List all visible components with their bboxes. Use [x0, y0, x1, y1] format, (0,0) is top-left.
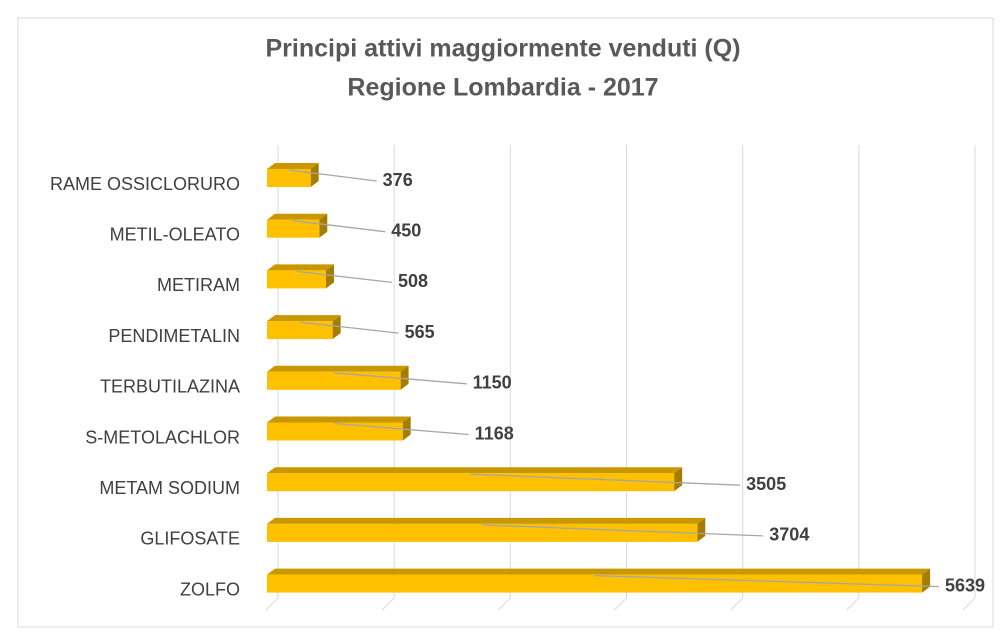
- bar-side: [326, 264, 335, 289]
- data-label: 565: [405, 322, 435, 342]
- data-label: 376: [383, 170, 413, 190]
- y-tick-label: S-METOLACHLOR: [85, 427, 240, 447]
- y-tick-label: METIL-OLEATO: [110, 224, 240, 244]
- grid-floor: [846, 597, 860, 611]
- bar-top: [267, 517, 706, 524]
- bar: [267, 574, 923, 593]
- data-label: 3704: [769, 525, 809, 545]
- bar-side: [400, 365, 409, 390]
- data-label: 1150: [473, 373, 512, 393]
- y-tick-label: GLIFOSATE: [140, 529, 240, 549]
- leader-line: [333, 372, 467, 385]
- bar-top: [267, 213, 328, 220]
- bar-side: [402, 416, 411, 441]
- grid-floor: [962, 597, 976, 611]
- y-tick-label: METAM SODIUM: [99, 478, 240, 498]
- bar-top: [267, 365, 409, 372]
- leader-line: [334, 422, 469, 436]
- leader-line: [296, 270, 393, 284]
- data-label: 450: [391, 220, 421, 240]
- bar: [267, 523, 698, 542]
- bar-side: [697, 517, 706, 542]
- y-tick-label: PENDIMETALIN: [108, 326, 240, 346]
- grid-floor: [614, 597, 627, 611]
- y-tick-label: RAME OSSICLORURO: [50, 174, 240, 194]
- grid-floor: [730, 597, 744, 611]
- bar: [267, 270, 327, 289]
- bar-top: [267, 315, 341, 322]
- leader-line: [299, 321, 399, 334]
- bar-top: [267, 264, 335, 271]
- data-label: 3505: [746, 474, 786, 494]
- bar: [267, 219, 320, 238]
- y-tick-label: TERBUTILAZINA: [100, 377, 240, 397]
- bar-side: [674, 467, 683, 492]
- bar-top: [267, 568, 931, 575]
- leader-line: [293, 220, 386, 233]
- chart-subtitle: Regione Lombardia - 2017: [347, 74, 658, 102]
- leader-line: [594, 574, 940, 588]
- bar: [267, 422, 403, 441]
- leader-line: [288, 169, 377, 182]
- data-label: 1168: [475, 423, 514, 443]
- bar-top: [267, 416, 411, 423]
- y-tick-label: ZOLFO: [180, 579, 240, 599]
- chart-title: Principi attivi maggiormente venduti (Q): [265, 35, 740, 63]
- grid-floor: [381, 597, 395, 611]
- leader-line: [470, 473, 741, 486]
- bar-side: [310, 163, 319, 187]
- y-tick-label: METIRAM: [157, 275, 240, 295]
- bar: [267, 321, 333, 340]
- data-label: 508: [398, 271, 428, 291]
- data-label: 5639: [945, 575, 985, 595]
- grid-floor: [265, 597, 279, 611]
- leader-line: [482, 524, 764, 537]
- bar: [267, 371, 401, 390]
- bar: [267, 473, 675, 492]
- bar: [267, 169, 311, 187]
- bar-side: [319, 213, 328, 238]
- grid-floor: [497, 597, 511, 611]
- bar-top: [267, 467, 683, 474]
- bar-top: [267, 163, 319, 169]
- bar-side: [332, 315, 341, 340]
